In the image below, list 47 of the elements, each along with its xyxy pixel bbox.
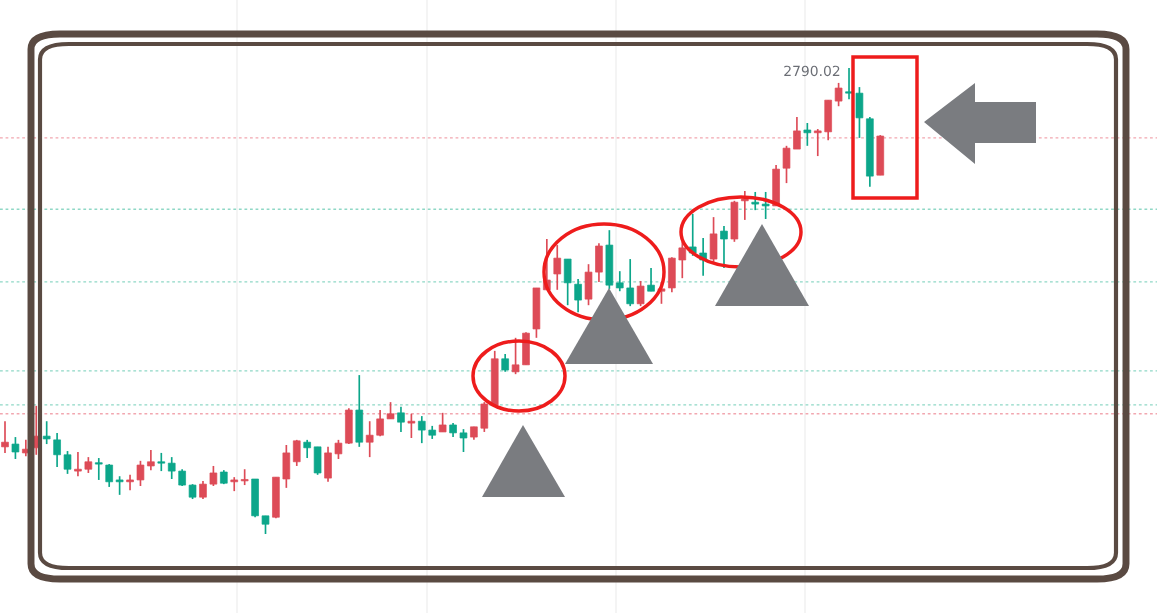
- candlestick: [845, 67, 853, 101]
- candlestick: [459, 428, 468, 453]
- candlestick: [397, 405, 405, 433]
- candlestick: [292, 439, 301, 467]
- candlestick: [563, 258, 572, 307]
- candlestick: [793, 116, 801, 150]
- candlestick: [761, 191, 770, 220]
- candlestick: [553, 244, 562, 291]
- candlestick: [438, 412, 447, 433]
- candlestick: [511, 336, 520, 375]
- candlestick: [136, 460, 145, 487]
- candlestick: [751, 191, 760, 211]
- candlestick: [1, 420, 9, 454]
- candlestick: [199, 480, 207, 500]
- candlestick: [94, 457, 103, 481]
- candlestick: [126, 473, 134, 492]
- candlestick: [167, 456, 176, 480]
- candlestick: [157, 452, 166, 472]
- candlestick: [11, 436, 20, 460]
- candlestick: [720, 225, 728, 269]
- candlestick: [647, 267, 655, 293]
- candlestick: [115, 475, 124, 496]
- candlestick: [615, 270, 624, 293]
- candlestick: [636, 280, 645, 307]
- candlestick: [626, 258, 634, 307]
- candlestick: [334, 439, 343, 460]
- annotation: 2790.02: [784, 65, 840, 77]
- candlestick: [53, 432, 61, 468]
- candlestick: [803, 122, 812, 147]
- candlestick: [230, 476, 239, 492]
- candlestick: [303, 439, 311, 459]
- candlestick: [782, 144, 791, 184]
- candlestick: [834, 82, 843, 108]
- candlestick: [261, 514, 270, 535]
- candlestick: [147, 449, 155, 471]
- candlestick: [574, 278, 582, 314]
- candlestick: [105, 463, 113, 488]
- candlestick: [365, 420, 374, 458]
- candlestick: [209, 465, 218, 487]
- candlestick: [63, 450, 72, 475]
- candlestick: [42, 420, 51, 445]
- candlestick: [407, 412, 416, 439]
- candlestick: [813, 128, 822, 157]
- candlestick: [678, 240, 687, 280]
- candlestick: [74, 451, 82, 478]
- candlestick: [418, 415, 426, 444]
- candlestick: [376, 409, 384, 437]
